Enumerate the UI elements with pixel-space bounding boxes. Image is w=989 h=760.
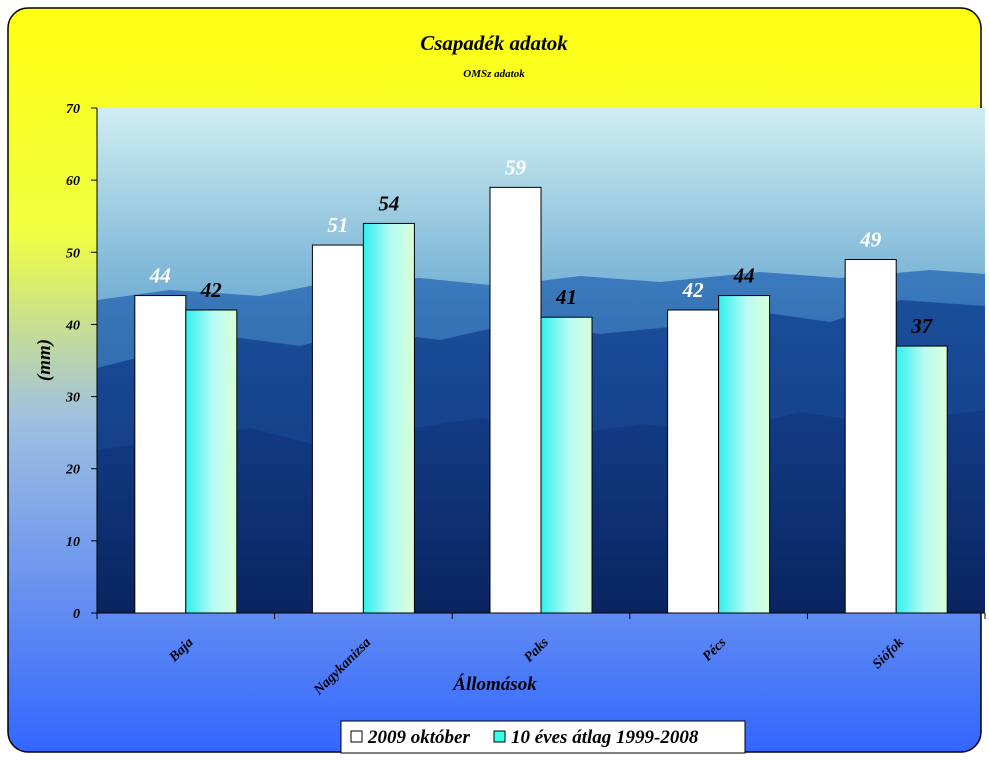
legend-swatch-average [493, 730, 506, 743]
x-axis-title: Állomások [452, 673, 537, 695]
bar-series2-baja [185, 309, 238, 614]
data-label: 49 [859, 228, 882, 252]
y-tick-label: 70 [66, 102, 80, 117]
data-label: 37 [910, 314, 934, 338]
legend-label-2009: 2009 október [367, 727, 470, 748]
data-label: 51 [327, 213, 348, 237]
bars [134, 186, 948, 614]
data-label: 41 [555, 285, 577, 309]
legend-label-average: 10 éves átlag 1999-2008 [511, 727, 699, 748]
y-tick-label: 20 [65, 463, 80, 478]
bar-series1-pécs [667, 309, 720, 614]
y-tick-label: 10 [66, 535, 80, 550]
data-label: 42 [682, 278, 705, 302]
bar-series2-nagykanizsa [362, 222, 415, 614]
data-label: 44 [733, 264, 755, 288]
y-axis-ticks: 0 10 20 30 40 50 60 70 [65, 102, 97, 622]
y-tick-label: 30 [65, 391, 80, 406]
chart-title: Csapadék adatok [420, 31, 568, 55]
data-label: 59 [505, 155, 527, 179]
bar-series1-siófok [844, 259, 897, 614]
legend-box [340, 720, 746, 754]
bar-series1-paks [489, 186, 542, 614]
bar-series2-paks [540, 316, 593, 614]
data-label: 54 [378, 191, 399, 215]
bar-series2-pécs [718, 295, 771, 614]
chart-subtitle: OMSz adatok [463, 68, 525, 80]
data-label: 42 [200, 278, 223, 302]
y-tick-label: 0 [73, 607, 80, 622]
bar-series2-siófok [895, 345, 948, 614]
data-label: 44 [149, 264, 171, 288]
legend-swatch-2009 [350, 730, 363, 743]
value-labels: 44 51 59 42 49 42 54 41 44 37 [149, 155, 934, 338]
y-tick-label: 40 [65, 318, 80, 333]
bar-series1-baja [134, 295, 187, 614]
y-tick-label: 50 [66, 246, 80, 261]
y-axis-title: (mm) [34, 339, 55, 381]
legend: 2009 október 10 éves átlag 1999-2008 [340, 720, 746, 754]
bar-series1-nagykanizsa [311, 244, 364, 614]
y-tick-label: 60 [66, 174, 80, 189]
